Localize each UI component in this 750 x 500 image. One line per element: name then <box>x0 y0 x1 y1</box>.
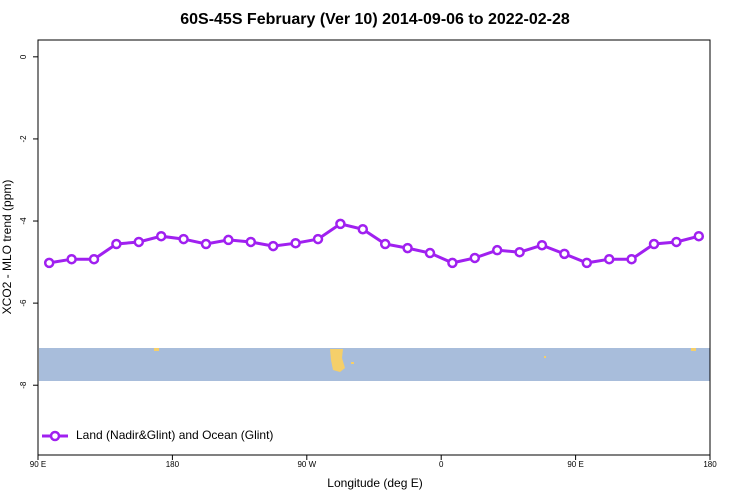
data-point <box>43 257 55 269</box>
data-point <box>133 236 145 248</box>
data-point <box>111 238 122 250</box>
y-tick-label: -6 <box>19 299 28 307</box>
legend-label: Land (Nadir&Glint) and Ocean (Glint) <box>76 428 273 442</box>
data-point <box>178 233 189 245</box>
x-tick-label: 180 <box>166 460 180 469</box>
land-patch <box>330 349 345 372</box>
data-point <box>447 257 458 269</box>
legend-marker <box>49 430 61 442</box>
data-point <box>379 238 391 250</box>
x-tick-label: 90 W <box>297 460 316 469</box>
plot-frame <box>37 39 711 456</box>
land-patch <box>351 362 354 364</box>
data-point <box>491 244 503 256</box>
chart-title: 60S-45S February (Ver 10) 2014-09-06 to … <box>180 11 570 28</box>
y-axis-label: XCO2 - MLO trend (ppm) <box>0 180 14 315</box>
data-point <box>693 230 705 242</box>
data-point <box>402 242 413 254</box>
data-point <box>469 252 481 264</box>
data-point <box>88 253 100 265</box>
y-tick-label: -4 <box>19 217 28 225</box>
data-point <box>335 218 346 230</box>
x-tick-label: 90 E <box>567 460 583 469</box>
x-tick-label: 0 <box>439 460 444 469</box>
data-point <box>424 247 436 259</box>
y-tick-label: 0 <box>19 54 28 59</box>
data-point <box>671 236 682 248</box>
ocean-band <box>39 348 710 381</box>
data-point <box>603 253 615 265</box>
x-tick-label: 180 <box>703 460 717 469</box>
data-point <box>559 248 570 260</box>
y-tick-label: -2 <box>19 135 28 143</box>
data-point <box>267 240 279 252</box>
data-point <box>245 236 257 248</box>
y-tick-label: -8 <box>19 381 28 389</box>
data-point <box>357 223 369 235</box>
data-point <box>66 253 77 265</box>
data-point <box>514 246 525 258</box>
data-point <box>312 233 324 245</box>
data-point <box>581 257 593 269</box>
land-patch <box>154 348 159 351</box>
land-ocean-strip <box>39 348 710 381</box>
data-point <box>200 238 212 250</box>
data-point <box>155 230 167 242</box>
x-axis-label: Longitude (deg E) <box>327 476 422 490</box>
land-patch <box>691 348 696 351</box>
data-point <box>223 234 234 246</box>
land-patch <box>544 356 546 358</box>
x-tick-label: 90 E <box>30 460 46 469</box>
data-point <box>290 237 301 249</box>
series-line <box>48 222 700 265</box>
data-point <box>536 239 548 251</box>
data-point <box>626 253 637 265</box>
data-point <box>648 238 660 250</box>
